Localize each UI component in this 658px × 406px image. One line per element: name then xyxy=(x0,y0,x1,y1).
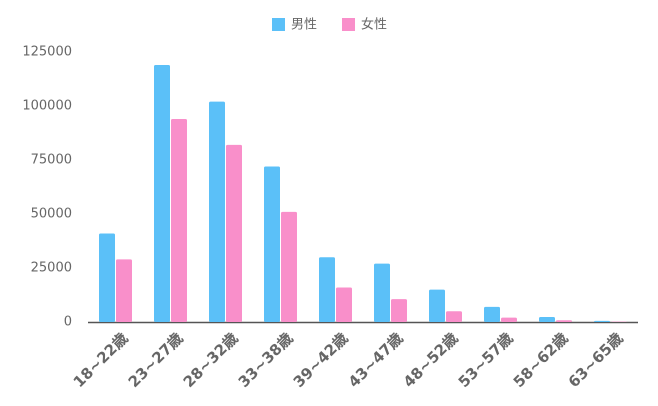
y-tick-label: 25000 xyxy=(31,261,72,276)
bar xyxy=(374,263,390,322)
bar xyxy=(116,259,132,322)
y-tick-label: 125000 xyxy=(22,45,72,60)
bar xyxy=(556,320,572,322)
bar xyxy=(226,144,242,322)
bar xyxy=(171,118,187,323)
x-tick-label: 33~38歳 xyxy=(235,329,297,391)
bar xyxy=(539,317,555,322)
bar xyxy=(484,306,500,322)
x-tick-label: 58~62歳 xyxy=(510,329,572,391)
y-tick-label: 75000 xyxy=(31,153,72,168)
y-tick-label: 100000 xyxy=(22,99,72,114)
legend-swatch[interactable] xyxy=(272,18,285,31)
bar xyxy=(154,64,170,323)
legend-swatch[interactable] xyxy=(342,18,355,31)
bar xyxy=(446,311,462,322)
bar xyxy=(264,166,280,322)
bar xyxy=(281,211,297,322)
y-tick-label: 50000 xyxy=(31,207,72,222)
x-tick-label: 39~42歳 xyxy=(290,329,352,391)
x-tick-label: 63~65歳 xyxy=(565,329,627,391)
legend-label[interactable]: 女性 xyxy=(361,17,387,33)
bar xyxy=(319,257,335,322)
x-tick-label: 28~32歳 xyxy=(180,329,242,391)
x-tick-label: 18~22歳 xyxy=(70,329,132,391)
bar xyxy=(99,233,115,322)
x-tick-label: 43~47歳 xyxy=(345,329,407,391)
x-tick-label: 23~27歳 xyxy=(125,329,187,391)
bar xyxy=(501,317,517,322)
legend-label[interactable]: 男性 xyxy=(291,18,317,33)
bar xyxy=(336,287,352,322)
y-tick-label: 0 xyxy=(64,315,72,330)
x-tick-label: 48~52歳 xyxy=(400,329,462,391)
bar xyxy=(594,320,610,322)
bar xyxy=(429,289,445,322)
bar xyxy=(209,101,225,323)
x-tick-label: 53~57歳 xyxy=(455,329,517,391)
bar xyxy=(391,299,407,322)
